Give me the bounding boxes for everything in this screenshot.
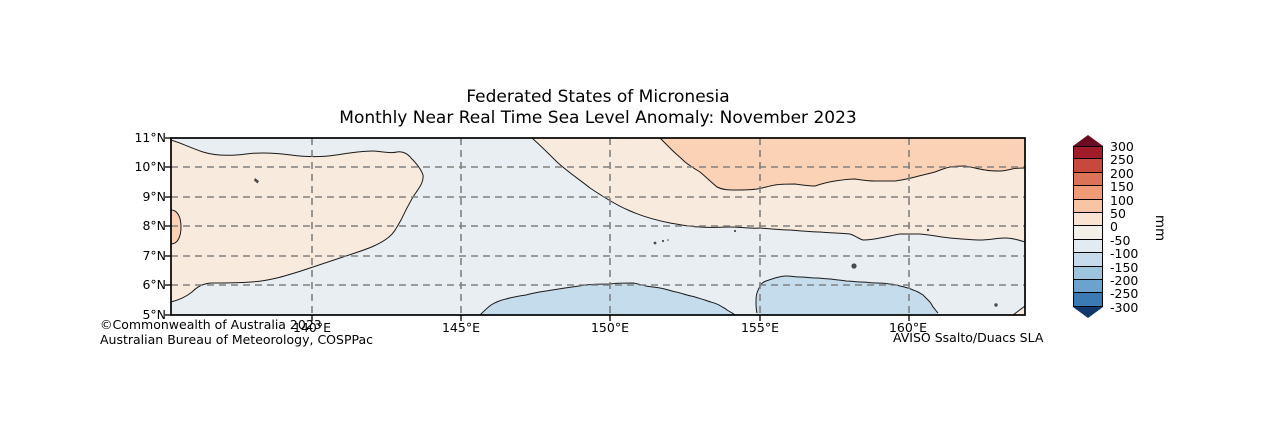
colorbar-tick-label: -250 <box>1110 286 1139 301</box>
colorbar-tick-label: -50 <box>1110 233 1131 248</box>
colorbar-tick-label: -150 <box>1110 260 1139 275</box>
colorbar-tick-label: 0 <box>1110 219 1118 234</box>
agency-text: Australian Bureau of Meteorology, COSPPa… <box>100 332 373 347</box>
colorbar-segment <box>1073 146 1103 160</box>
colorbar-segment <box>1073 293 1103 307</box>
colorbar-segment <box>1073 159 1103 173</box>
colorbar <box>1073 135 1103 318</box>
island-yap <box>254 178 259 184</box>
x-axis-tick-label: 140°E <box>292 320 331 335</box>
map-plot <box>165 137 1026 321</box>
data-source-text: AVISO Ssalto/Duacs SLA <box>893 330 1044 345</box>
axis-ticks <box>165 137 910 321</box>
y-axis-tick-label: 9°N <box>142 189 166 204</box>
colorbar-tick-label: 100 <box>1110 193 1134 208</box>
x-axis-tick-label: 150°E <box>590 320 629 335</box>
y-axis-tick-label: 5°N <box>142 307 166 322</box>
y-axis-tick-label: 8°N <box>142 218 166 233</box>
x-axis-tick-label: 155°E <box>740 320 779 335</box>
anomaly-region-west-positive <box>171 140 424 302</box>
y-axis-tick-label: 11°N <box>134 130 166 145</box>
copyright-text: ©Commonwealth of Australia 2023 <box>100 317 322 332</box>
colorbar-tick-label: -200 <box>1110 273 1139 288</box>
colorbar-over-arrow <box>1073 135 1103 146</box>
colorbar-segment <box>1073 199 1103 214</box>
x-axis-tick-label: 145°E <box>441 320 480 335</box>
contour-lines <box>171 138 1025 315</box>
colorbar-segment <box>1073 226 1103 240</box>
graticule <box>171 138 1025 315</box>
y-axis-tick-label: 10°N <box>134 159 166 174</box>
colorbar-tick-label: -300 <box>1110 300 1139 315</box>
island-kosrae <box>994 303 998 307</box>
colorbar-segment <box>1073 253 1103 267</box>
colorbar-tick-label: 300 <box>1110 139 1134 154</box>
island-chuuk <box>667 239 669 241</box>
colorbar-tick-label: 200 <box>1110 166 1134 181</box>
map-frame <box>170 137 1026 316</box>
colorbar-unit-label: mm <box>1152 214 1168 242</box>
colorbar-under-arrow <box>1073 306 1103 318</box>
colorbar-segment <box>1073 186 1103 200</box>
anomaly-region-topright-50-100 <box>660 138 1025 190</box>
colorbar-segment <box>1073 213 1103 227</box>
colorbar-segment <box>1073 266 1103 281</box>
island-small <box>733 229 737 233</box>
chart-subtitle: Monthly Near Real Time Sea Level Anomaly… <box>339 108 857 128</box>
colorbar-segment <box>1073 172 1103 187</box>
colorbar-segment <box>1073 280 1103 294</box>
y-axis-tick-label: 7°N <box>142 248 166 263</box>
y-axis-tick-label: 6°N <box>142 277 166 292</box>
colorbar-tick-label: -100 <box>1110 246 1139 261</box>
island-chuuk <box>661 239 665 243</box>
colorbar-tick-label: 250 <box>1110 152 1134 167</box>
island-pohnpei <box>851 263 857 269</box>
chart-title: Federated States of Micronesia <box>466 87 730 107</box>
colorbar-tick-label: 150 <box>1110 179 1134 194</box>
x-axis-tick-label: 160°E <box>888 320 927 335</box>
island-small <box>926 228 930 232</box>
colorbar-segment <box>1073 239 1103 254</box>
anomaly-region-west-50-100 <box>171 210 181 244</box>
island-markers <box>254 178 998 307</box>
island-chuuk <box>653 241 657 245</box>
colorbar-tick-label: 50 <box>1110 206 1126 221</box>
